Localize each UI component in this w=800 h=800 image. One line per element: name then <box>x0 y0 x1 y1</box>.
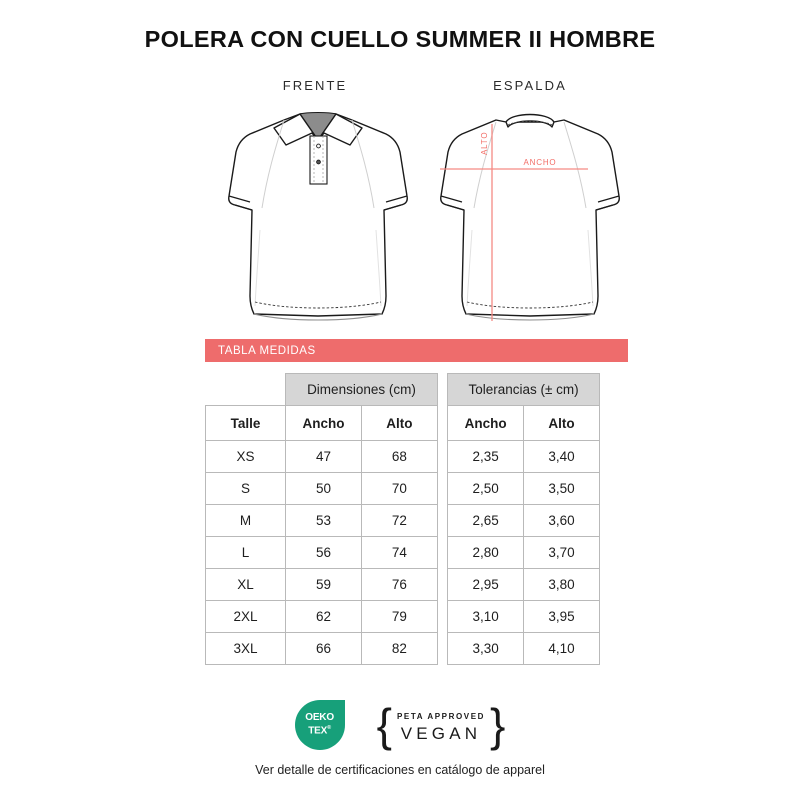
measurements-table-body: XS 47 68 2,35 3,40 S 50 70 2,50 3,50 M 5… <box>204 440 600 665</box>
row-gap <box>437 600 448 633</box>
cell-tol-ancho: 3,30 <box>447 632 525 665</box>
cell-tol-alto: 3,95 <box>523 600 600 633</box>
cell-dim-ancho: 53 <box>285 504 362 537</box>
cell-tol-alto: 3,50 <box>523 472 600 505</box>
polo-back-illustration: ALTO ANCHO <box>440 113 620 321</box>
cell-talle: 2XL <box>204 600 287 633</box>
cell-talle: L <box>204 536 287 569</box>
table-row: M 53 72 2,65 3,60 <box>204 504 600 537</box>
cell-dim-ancho: 56 <box>285 536 362 569</box>
cell-tol-ancho: 2,50 <box>447 472 525 505</box>
table-row: 3XL 66 82 3,30 4,10 <box>204 632 600 665</box>
measurements-table: Dimensiones (cm) Tolerancias (± cm) Tall… <box>204 373 600 665</box>
row-gap <box>437 568 448 601</box>
vegan-label: VEGAN <box>400 724 482 743</box>
tabla-medidas-bar: TABLA MEDIDAS <box>205 339 628 362</box>
cell-talle: M <box>204 504 287 537</box>
column-header-tol-alto: Alto <box>523 405 600 441</box>
vegan-text-block: PETA APPROVED VEGAN <box>397 706 485 744</box>
group-header-tolerancias: Tolerancias (± cm) <box>447 373 600 406</box>
ancho-measure-label: ANCHO <box>524 158 557 167</box>
cell-dim-alto: 70 <box>360 472 438 505</box>
group-header-dimensiones: Dimensiones (cm) <box>285 373 438 406</box>
oeko-line1: OEKO <box>305 711 334 723</box>
table-column-header-row: Talle Ancho Alto Ancho Alto <box>204 405 600 441</box>
row-gap <box>437 632 448 665</box>
cell-tol-alto: 4,10 <box>523 632 600 665</box>
cell-tol-alto: 3,70 <box>523 536 600 569</box>
cell-talle: XS <box>204 440 287 473</box>
footer-note: Ver detalle de certificaciones en catálo… <box>255 763 545 777</box>
cell-talle: 3XL <box>204 632 287 665</box>
brace-left-icon: { <box>376 699 392 751</box>
cell-dim-ancho: 59 <box>285 568 362 601</box>
table-row: S 50 70 2,50 3,50 <box>204 472 600 505</box>
tabla-medidas-label: TABLA MEDIDAS <box>218 344 316 357</box>
page-title: POLERA CON CUELLO SUMMER II HOMBRE <box>144 26 656 52</box>
peta-vegan-icon: { PETA APPROVED VEGAN } <box>377 702 506 748</box>
column-header-dim-alto: Alto <box>360 405 438 441</box>
cell-dim-alto: 82 <box>360 632 438 665</box>
table-row: XL 59 76 2,95 3,80 <box>204 568 600 601</box>
certifications-row: OEKO TEX® { PETA APPROVED VEGAN } <box>0 700 800 750</box>
cell-dim-alto: 74 <box>360 536 438 569</box>
cell-dim-alto: 68 <box>360 440 438 473</box>
cell-dim-ancho: 62 <box>285 600 362 633</box>
row-gap <box>437 536 448 569</box>
cell-dim-ancho: 66 <box>285 632 362 665</box>
row-gap <box>437 504 448 537</box>
cell-tol-ancho: 2,65 <box>447 504 525 537</box>
cell-tol-ancho: 2,95 <box>447 568 525 601</box>
cell-tol-alto: 3,80 <box>523 568 600 601</box>
oeko-registered-mark: ® <box>327 725 331 732</box>
brace-right-icon: } <box>490 699 506 751</box>
group-header-blank <box>205 373 286 406</box>
cell-tol-ancho: 2,35 <box>447 440 525 473</box>
cell-tol-ancho: 2,80 <box>447 536 525 569</box>
column-header-talle: Talle <box>204 405 287 441</box>
cell-talle: XL <box>204 568 287 601</box>
cell-talle: S <box>204 472 287 505</box>
oeko-line2: TEX <box>308 725 328 737</box>
polo-front-illustration <box>228 111 408 321</box>
cell-tol-alto: 3,40 <box>523 440 600 473</box>
cell-dim-ancho: 47 <box>285 440 362 473</box>
front-view-label: FRENTE <box>282 78 348 93</box>
table-row: L 56 74 2,80 3,70 <box>204 536 600 569</box>
cell-dim-ancho: 50 <box>285 472 362 505</box>
group-header-gap <box>437 373 448 406</box>
cell-dim-alto: 72 <box>360 504 438 537</box>
table-row: XS 47 68 2,35 3,40 <box>204 440 600 473</box>
peta-approved-label: PETA APPROVED <box>396 712 486 721</box>
cell-tol-ancho: 3,10 <box>447 600 525 633</box>
column-header-dim-ancho: Ancho <box>285 405 362 441</box>
row-gap <box>437 440 448 473</box>
oeko-tex-label: OEKO TEX® <box>305 711 334 737</box>
column-header-tol-ancho: Ancho <box>447 405 525 441</box>
cell-tol-alto: 3,60 <box>523 504 600 537</box>
oeko-tex-icon: OEKO TEX® <box>294 700 345 750</box>
back-view-label: ESPALDA <box>493 78 567 93</box>
row-gap <box>437 472 448 505</box>
alto-measure-label: ALTO <box>480 132 489 155</box>
cell-dim-alto: 76 <box>360 568 438 601</box>
cell-dim-alto: 79 <box>360 600 438 633</box>
table-row: 2XL 62 79 3,10 3,95 <box>204 600 600 633</box>
column-header-gap <box>437 405 448 441</box>
table-group-header-row: Dimensiones (cm) Tolerancias (± cm) <box>205 373 600 406</box>
